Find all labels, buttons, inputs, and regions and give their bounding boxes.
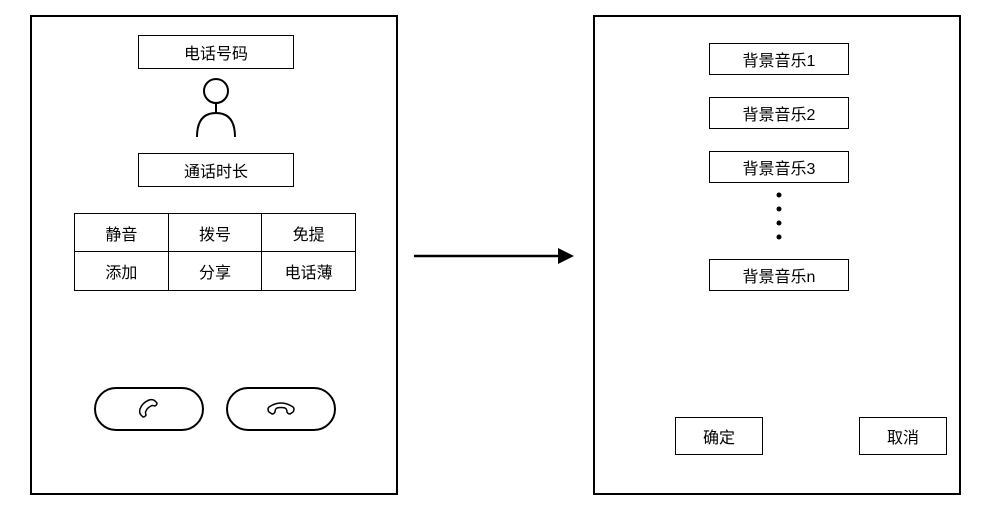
ellipsis-icon <box>775 189 783 249</box>
transition-arrow-icon <box>414 238 574 274</box>
share-label: 分享 <box>199 259 231 283</box>
phonebook-button[interactable]: 电话薄 <box>262 252 355 290</box>
dial-label: 拨号 <box>199 221 231 245</box>
call-duration-display: 通话时长 <box>138 153 294 187</box>
music-1-label: 背景音乐1 <box>743 47 816 71</box>
speaker-button[interactable]: 免提 <box>262 214 355 252</box>
phone-down-icon <box>265 399 297 419</box>
add-button[interactable]: 添加 <box>75 252 169 290</box>
confirm-label: 确定 <box>703 424 735 448</box>
music-n-label: 背景音乐n <box>743 263 816 287</box>
music-option-n[interactable]: 背景音乐n <box>709 259 849 291</box>
music-option-3[interactable]: 背景音乐3 <box>709 151 849 183</box>
dial-button[interactable]: 拨号 <box>169 214 263 252</box>
music-3-label: 背景音乐3 <box>743 155 816 179</box>
share-button[interactable]: 分享 <box>169 252 263 290</box>
cancel-button[interactable]: 取消 <box>859 417 947 455</box>
phone-number-label: 电话号码 <box>184 40 248 64</box>
phone-number-display: 电话号码 <box>138 35 294 69</box>
music-option-1[interactable]: 背景音乐1 <box>709 43 849 75</box>
call-screen-panel: 电话号码 通话时长 静音 拨号 免提 添加 分享 <box>30 15 398 495</box>
cancel-label: 取消 <box>887 424 919 448</box>
add-label: 添加 <box>105 259 137 283</box>
mute-button[interactable]: 静音 <box>75 214 169 252</box>
call-duration-label: 通话时长 <box>184 158 248 182</box>
phone-up-icon <box>135 395 163 423</box>
music-option-2[interactable]: 背景音乐2 <box>709 97 849 129</box>
mute-label: 静音 <box>105 221 137 245</box>
music-selection-panel: 背景音乐1 背景音乐2 背景音乐3 背景音乐n 确定 取消 <box>593 15 961 495</box>
person-icon <box>187 75 245 143</box>
speaker-label: 免提 <box>293 221 325 245</box>
call-options-grid: 静音 拨号 免提 添加 分享 电话薄 <box>74 213 356 291</box>
phonebook-label: 电话薄 <box>285 259 333 283</box>
music-2-label: 背景音乐2 <box>743 101 816 125</box>
decline-call-button[interactable] <box>226 387 336 431</box>
accept-call-button[interactable] <box>94 387 204 431</box>
confirm-button[interactable]: 确定 <box>675 417 763 455</box>
